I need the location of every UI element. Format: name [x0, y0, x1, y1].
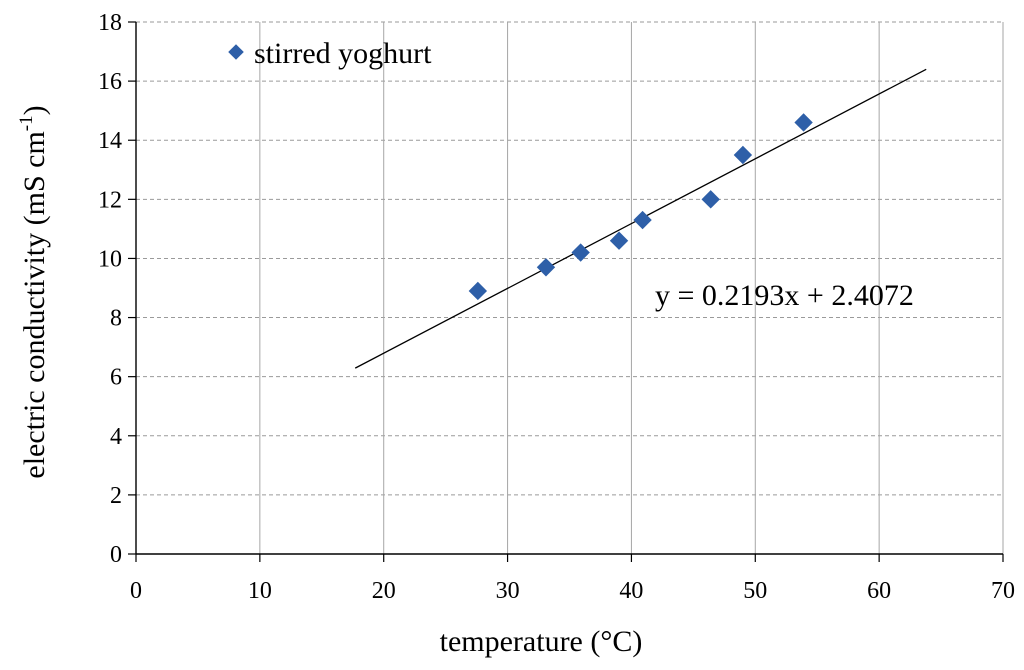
x-tick-label: 10 [248, 578, 272, 604]
data-point-marker [733, 145, 753, 165]
legend-marker-icon [228, 44, 244, 60]
y-tick-label: 0 [110, 542, 122, 568]
data-point-marker [794, 113, 813, 132]
y-tick-label: 16 [98, 69, 122, 95]
legend-label: stirred yoghurt [254, 37, 432, 70]
x-tick-label: 60 [867, 578, 891, 604]
y-tick-label: 18 [98, 10, 122, 36]
data-point-marker [701, 190, 720, 209]
x-tick-label: 20 [372, 578, 396, 604]
y-axis-title-close: ) [18, 105, 51, 115]
tick-labels: 0 2 4 6 8 10 12 14 16 18 0 10 20 30 40 50 60 70 [98, 10, 1015, 604]
axes [128, 21, 1004, 562]
x-tick-label: 0 [130, 578, 142, 604]
legend: stirred yoghurt [228, 37, 432, 70]
y-tick-label: 6 [110, 365, 122, 391]
x-tick-label: 30 [496, 578, 520, 604]
y-tick-label: 14 [98, 128, 122, 154]
y-tick-label: 4 [110, 424, 122, 450]
y-axis-title: electric conductivity (mS cm-1) [16, 105, 51, 478]
y-tick-label: 2 [110, 483, 122, 509]
trendline-equation: y = 0.2193x + 2.4072 [655, 279, 914, 312]
y-axis-title-main: electric conductivity (mS cm [18, 131, 51, 478]
x-axis-title: temperature (°C) [440, 625, 643, 658]
y-tick-label: 12 [98, 187, 122, 213]
y-tick-label: 8 [110, 306, 122, 332]
y-axis-title-superscript: -1 [16, 115, 37, 131]
data-points [468, 113, 813, 301]
x-tick-label: 50 [743, 578, 767, 604]
x-tick-label: 70 [991, 578, 1015, 604]
data-point-marker [468, 281, 488, 301]
data-point-marker [536, 258, 556, 277]
data-point-marker [633, 210, 652, 230]
y-tick-label: 10 [98, 246, 122, 272]
data-point-marker [609, 231, 629, 250]
x-tick-label: 40 [619, 578, 643, 604]
